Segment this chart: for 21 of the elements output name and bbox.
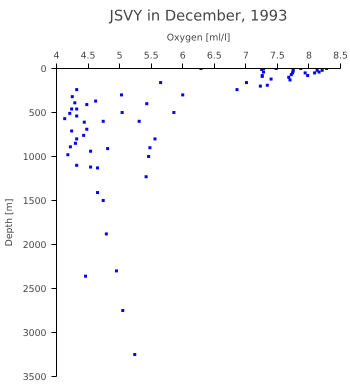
x-tick-label: 6.5 bbox=[206, 50, 222, 62]
y-tick-label: 2000 bbox=[22, 240, 47, 251]
y-tick-label: 1500 bbox=[22, 196, 47, 207]
y-tick-label: 3500 bbox=[22, 372, 47, 383]
y-tick-label: 1000 bbox=[22, 152, 47, 163]
x-axis-title: Oxygen [ml/l] bbox=[166, 32, 230, 44]
x-tick-label: 4.5 bbox=[80, 50, 96, 62]
y-axis-title: Depth [m] bbox=[4, 198, 15, 246]
chart-title: JSVY in December, 1993 bbox=[108, 8, 288, 24]
y-tick-label: 500 bbox=[28, 108, 47, 119]
x-tick-label: 5 bbox=[116, 50, 123, 62]
x-tick-label: 8 bbox=[306, 50, 312, 62]
x-tick-label: 4 bbox=[54, 50, 60, 62]
y-tick-label: 2500 bbox=[22, 284, 47, 295]
x-tick-label: 5.5 bbox=[144, 50, 159, 62]
x-tick-label: 7 bbox=[242, 50, 249, 62]
x-tick-label: 6 bbox=[180, 50, 186, 62]
x-tick-label: 7.5 bbox=[270, 50, 285, 62]
x-tick-label: 8.5 bbox=[333, 50, 348, 62]
y-tick-label: 3000 bbox=[22, 328, 47, 339]
y-tick-label: 0 bbox=[40, 64, 47, 75]
